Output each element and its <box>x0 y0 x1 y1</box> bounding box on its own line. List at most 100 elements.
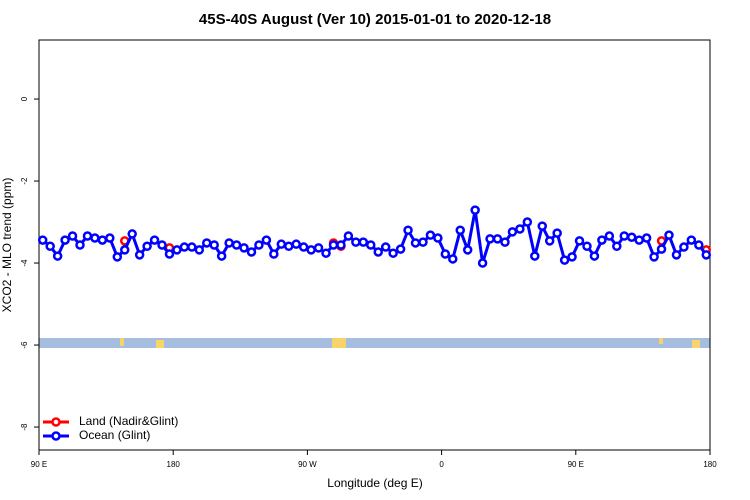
point <box>366 240 376 250</box>
point <box>477 258 488 268</box>
point <box>179 242 190 252</box>
point <box>552 228 562 238</box>
point <box>306 245 316 255</box>
point <box>500 237 510 247</box>
point <box>597 235 607 245</box>
legend-marker <box>51 431 61 441</box>
point <box>172 245 182 255</box>
point <box>604 231 615 241</box>
legend-label: Land (Nadir&Glint) <box>79 414 178 428</box>
point <box>686 235 697 245</box>
point <box>671 250 682 260</box>
point <box>67 231 78 241</box>
point <box>462 245 473 255</box>
point <box>202 238 212 248</box>
point <box>582 241 592 251</box>
point <box>403 225 413 235</box>
legend-label: Ocean (Glint) <box>79 428 150 442</box>
point <box>261 235 272 245</box>
point <box>418 237 428 247</box>
point <box>634 235 644 245</box>
point <box>522 217 533 227</box>
point <box>626 232 637 242</box>
point <box>649 252 659 262</box>
point <box>52 251 63 261</box>
point <box>656 244 667 254</box>
point <box>164 249 175 259</box>
point <box>224 238 234 248</box>
point <box>559 255 570 265</box>
point <box>343 231 354 241</box>
point <box>157 240 167 250</box>
point <box>544 236 555 246</box>
point <box>254 240 264 250</box>
y-tick-label: -8 <box>20 423 29 431</box>
point <box>284 241 294 251</box>
point <box>388 248 398 258</box>
surface-strip <box>39 338 710 348</box>
point <box>105 233 115 243</box>
point <box>448 254 458 264</box>
point <box>351 237 361 247</box>
point <box>694 240 704 250</box>
point <box>119 245 130 255</box>
x-axis-label: Longitude (deg E) <box>327 476 422 490</box>
point <box>425 230 436 240</box>
legend-marker <box>51 417 61 427</box>
point <box>269 249 279 259</box>
point <box>239 243 249 253</box>
point <box>641 233 652 243</box>
point <box>530 251 540 261</box>
point <box>537 221 547 231</box>
point <box>701 250 712 260</box>
point <box>112 252 123 262</box>
point <box>291 239 301 249</box>
point <box>82 231 93 241</box>
x-tick-label: 90 E <box>31 460 47 469</box>
point <box>380 242 391 252</box>
point <box>313 243 324 253</box>
point <box>231 240 242 250</box>
point <box>336 240 346 250</box>
point <box>97 235 108 245</box>
point <box>246 247 257 257</box>
point <box>209 240 219 250</box>
series <box>37 205 712 268</box>
point <box>75 240 85 250</box>
point <box>194 245 205 255</box>
point <box>276 239 287 249</box>
point <box>470 205 480 215</box>
x-tick-label: 180 <box>703 460 717 469</box>
x-tick-label: 90 E <box>568 460 584 469</box>
point <box>216 251 227 261</box>
point <box>45 241 55 251</box>
point <box>679 242 689 252</box>
y-tick-label: 0 <box>20 96 29 101</box>
point <box>373 247 383 257</box>
point <box>410 238 421 248</box>
y-tick-label: -4 <box>20 259 29 267</box>
point <box>358 237 369 247</box>
point <box>612 241 622 251</box>
point <box>507 227 518 237</box>
point <box>574 236 585 246</box>
point <box>664 230 674 240</box>
point <box>619 231 630 241</box>
point <box>298 242 309 252</box>
point <box>440 249 451 259</box>
point <box>485 234 495 244</box>
point <box>149 235 160 245</box>
point <box>328 240 339 250</box>
y-tick-label: -2 <box>20 177 29 185</box>
y-axis-label: XCO2 - MLO trend (ppm) <box>0 178 14 313</box>
point <box>60 235 70 245</box>
point <box>90 233 100 243</box>
chart-title: 45S-40S August (Ver 10) 2015-01-01 to 20… <box>199 11 551 28</box>
point <box>127 229 137 239</box>
point <box>187 242 197 252</box>
point <box>567 252 577 262</box>
point <box>589 251 600 261</box>
point <box>134 250 145 260</box>
y-tick-label: -6 <box>20 341 29 349</box>
x-tick-label: 90 W <box>298 460 317 469</box>
